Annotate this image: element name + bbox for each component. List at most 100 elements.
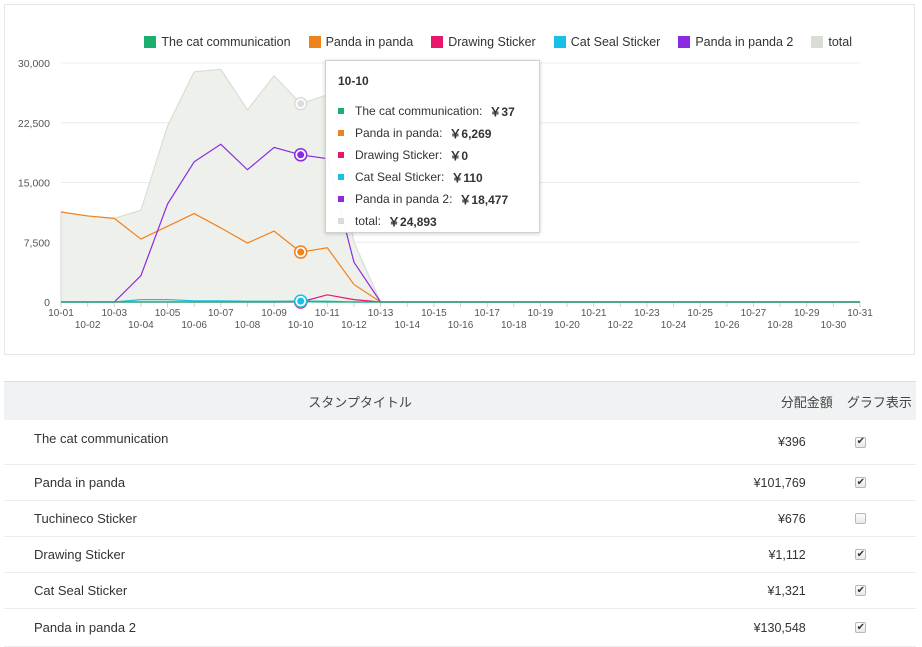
chart-legend: The cat communication Panda in panda Drawi… — [144, 35, 852, 49]
marker-dot-total — [297, 100, 304, 107]
graph-toggle-cell: ✔ — [806, 477, 916, 488]
marker-dot-panda — [297, 249, 304, 256]
tooltip-value: ￥24,893 — [388, 213, 437, 230]
y-tick-label: 30,000 — [18, 58, 50, 70]
sticker-title: Panda in panda — [4, 475, 701, 490]
x-tick-label: 10-30 — [821, 320, 847, 331]
tooltip-value: ￥37 — [489, 103, 514, 120]
x-tick-label: 10-11 — [315, 308, 340, 319]
x-tick-label: 10-02 — [75, 320, 101, 331]
x-tick-label: 10-10 — [288, 320, 314, 331]
tooltip-value: ￥110 — [451, 169, 482, 186]
sticker-title: Cat Seal Sticker — [4, 583, 701, 598]
graph-toggle-cell — [806, 513, 916, 524]
tooltip-value: ￥18,477 — [459, 191, 508, 208]
x-tick-label: 10-08 — [235, 320, 261, 331]
tooltip-label: total: — [355, 214, 381, 228]
sticker-amount: ¥396 — [701, 435, 805, 449]
legend-item[interactable]: total — [811, 35, 852, 49]
header-graph: グラフ表示 — [833, 392, 916, 411]
table-row: The cat communication¥396 ✔ — [4, 420, 916, 465]
x-tick-label: 10-18 — [501, 320, 527, 331]
tooltip-row: Panda in panda: ￥6,269 — [338, 122, 527, 144]
table-row: Cat Seal Sticker¥1,321 ✔ — [4, 573, 916, 609]
legend-label: The cat communication — [161, 35, 290, 49]
x-tick-label: 10-13 — [368, 308, 394, 319]
tooltip-label: Panda in panda: — [355, 126, 442, 140]
x-tick-label: 10-03 — [101, 308, 127, 319]
legend-item[interactable]: Drawing Sticker — [431, 35, 536, 49]
x-tick-label: 10-12 — [341, 320, 367, 331]
sticker-amount: ¥101,769 — [701, 476, 805, 490]
legend-swatch — [144, 36, 156, 48]
tooltip-marker — [338, 130, 344, 136]
sticker-title: Tuchineco Sticker — [4, 511, 701, 526]
x-tick-label: 10-27 — [741, 308, 767, 319]
tooltip-marker — [338, 152, 344, 158]
legend-label: Cat Seal Sticker — [571, 35, 661, 49]
tooltip-label: Panda in panda 2: — [355, 192, 452, 206]
legend-item[interactable]: Panda in panda 2 — [678, 35, 793, 49]
sticker-title: Drawing Sticker — [4, 547, 701, 562]
legend-item[interactable]: Panda in panda — [309, 35, 414, 49]
x-tick-label: 10-23 — [634, 308, 660, 319]
legend-item[interactable]: The cat communication — [144, 35, 290, 49]
tooltip-value: ￥6,269 — [449, 125, 491, 142]
x-tick-label: 10-01 — [48, 308, 74, 319]
graph-toggle-cell: ✔ — [806, 549, 916, 560]
x-tick-label: 10-24 — [661, 320, 687, 331]
y-tick-label: 22,500 — [18, 118, 50, 130]
graph-toggle-checkbox[interactable]: ✔ — [855, 477, 866, 488]
table-header: スタンプタイトル 分配金額 グラフ表示 — [4, 381, 916, 420]
sticker-amount: ¥1,112 — [701, 548, 805, 562]
marker-dot-panda2 — [297, 151, 304, 158]
tooltip-row: total: ￥24,893 — [338, 210, 527, 232]
y-tick-label: 7,500 — [24, 237, 50, 249]
sticker-amount: ¥130,548 — [701, 621, 805, 635]
header-amount: 分配金額 — [716, 392, 833, 411]
table-row: Panda in panda 2¥130,548 ✔ — [4, 609, 916, 647]
x-tick-label: 10-21 — [581, 308, 607, 319]
tooltip-row: Cat Seal Sticker: ￥110 — [338, 166, 527, 188]
table-body: The cat communication¥396✔Panda in panda… — [4, 420, 916, 647]
tooltip-title: 10-10 — [338, 74, 527, 88]
legend-label: Panda in panda 2 — [695, 35, 793, 49]
graph-toggle-checkbox[interactable] — [855, 513, 866, 524]
legend-swatch — [554, 36, 566, 48]
graph-toggle-cell: ✔ — [806, 622, 916, 633]
x-tick-label: 10-19 — [528, 308, 554, 319]
legend-label: total — [828, 35, 852, 49]
sticker-amount: ¥676 — [701, 512, 805, 526]
x-tick-label: 10-31 — [847, 308, 873, 319]
tooltip-marker — [338, 108, 344, 114]
tooltip-row: The cat communication:￥37 — [338, 100, 527, 122]
graph-toggle-cell: ✔ — [806, 437, 916, 448]
x-tick-label: 10-25 — [687, 308, 713, 319]
x-tick-label: 10-09 — [261, 308, 287, 319]
marker-dot-catseal — [297, 298, 304, 305]
tooltip-marker — [338, 174, 344, 180]
table-row: Drawing Sticker¥1,112 ✔ — [4, 537, 916, 573]
graph-toggle-checkbox[interactable]: ✔ — [855, 585, 866, 596]
sticker-amount: ¥1,321 — [701, 584, 805, 598]
sticker-title: Panda in panda 2 — [4, 620, 701, 635]
legend-item[interactable]: Cat Seal Sticker — [554, 35, 661, 49]
graph-toggle-checkbox[interactable]: ✔ — [855, 549, 866, 560]
x-tick-label: 10-14 — [394, 320, 420, 331]
tooltip-marker — [338, 218, 344, 224]
x-tick-label: 10-16 — [448, 320, 474, 331]
sticker-title: The cat communication — [4, 431, 701, 446]
x-tick-label: 10-20 — [554, 320, 580, 331]
tooltip-row: Drawing Sticker:￥0 — [338, 144, 527, 166]
x-tick-label: 10-26 — [714, 320, 740, 331]
table-row: Tuchineco Sticker¥676 — [4, 501, 916, 537]
graph-toggle-checkbox[interactable]: ✔ — [855, 622, 866, 633]
x-tick-label: 10-07 — [208, 308, 234, 319]
graph-toggle-checkbox[interactable]: ✔ — [855, 437, 866, 448]
x-tick-label: 10-22 — [608, 320, 634, 331]
legend-swatch — [431, 36, 443, 48]
legend-swatch — [309, 36, 321, 48]
tooltip-label: Cat Seal Sticker: — [355, 170, 444, 184]
y-tick-label: 15,000 — [18, 178, 50, 190]
